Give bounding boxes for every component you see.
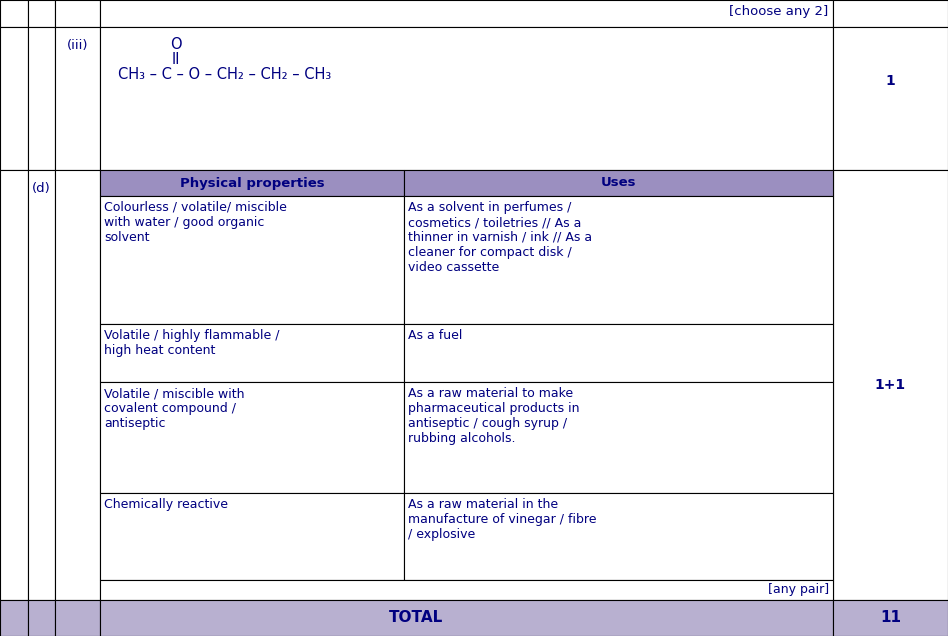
Bar xyxy=(55,27,100,170)
Bar xyxy=(100,196,404,324)
Bar xyxy=(28,600,55,636)
Text: [any pair]: [any pair] xyxy=(768,583,829,597)
Bar xyxy=(100,324,404,382)
Bar xyxy=(0,0,28,27)
Bar xyxy=(0,170,28,600)
Text: Volatile / highly flammable /
high heat content: Volatile / highly flammable / high heat … xyxy=(104,329,280,357)
Text: (iii): (iii) xyxy=(66,39,88,52)
Bar xyxy=(100,0,833,27)
Bar xyxy=(404,382,833,493)
Bar xyxy=(28,27,55,170)
Text: II: II xyxy=(172,52,180,67)
Text: Volatile / miscible with
covalent compound /
antiseptic: Volatile / miscible with covalent compou… xyxy=(104,387,245,430)
Text: Colourless / volatile/ miscible
with water / good organic
solvent: Colourless / volatile/ miscible with wat… xyxy=(104,201,287,244)
Text: As a solvent in perfumes /
cosmetics / toiletries // As a
thinner in varnish / i: As a solvent in perfumes / cosmetics / t… xyxy=(409,201,592,274)
Bar xyxy=(55,0,100,27)
Bar xyxy=(28,0,55,27)
Text: Physical properties: Physical properties xyxy=(180,177,324,190)
Bar xyxy=(833,0,948,27)
Bar xyxy=(28,170,55,600)
Bar xyxy=(404,196,833,324)
Bar xyxy=(833,170,948,600)
Text: TOTAL: TOTAL xyxy=(390,611,444,625)
Bar xyxy=(100,600,833,636)
Bar xyxy=(833,600,948,636)
Bar xyxy=(833,27,948,170)
Bar xyxy=(100,493,404,580)
Text: 11: 11 xyxy=(880,611,901,625)
Bar xyxy=(404,324,833,382)
Text: As a raw material in the
manufacture of vinegar / fibre
/ explosive: As a raw material in the manufacture of … xyxy=(409,498,596,541)
Bar xyxy=(55,170,100,600)
Bar xyxy=(0,600,28,636)
Bar xyxy=(404,170,833,196)
Text: (d): (d) xyxy=(32,182,51,195)
Bar xyxy=(0,27,28,170)
Text: O: O xyxy=(171,37,182,52)
Text: As a fuel: As a fuel xyxy=(409,329,463,342)
Bar xyxy=(100,27,833,170)
Bar xyxy=(100,580,833,600)
Text: As a raw material to make
pharmaceutical products in
antiseptic / cough syrup /
: As a raw material to make pharmaceutical… xyxy=(409,387,579,445)
Bar xyxy=(100,170,404,196)
Text: Chemically reactive: Chemically reactive xyxy=(104,498,228,511)
Text: Uses: Uses xyxy=(601,177,636,190)
Bar xyxy=(100,382,404,493)
Bar xyxy=(55,600,100,636)
Bar xyxy=(404,493,833,580)
Text: 1+1: 1+1 xyxy=(875,378,906,392)
Text: 1: 1 xyxy=(885,74,895,88)
Text: [choose any 2]: [choose any 2] xyxy=(729,5,828,18)
Text: CH₃ – C – O – CH₂ – CH₂ – CH₃: CH₃ – C – O – CH₂ – CH₂ – CH₃ xyxy=(118,67,331,82)
